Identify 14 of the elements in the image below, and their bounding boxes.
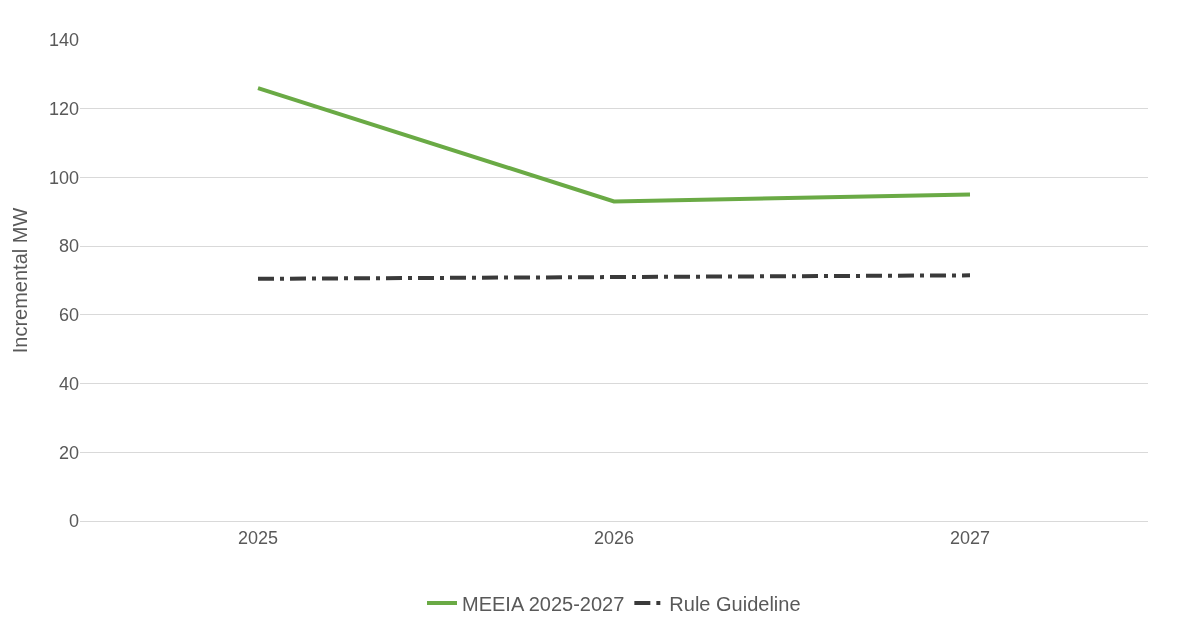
y-tick-label: 100 (48, 167, 79, 188)
x-tick-label: 2027 (949, 527, 991, 548)
y-tick-label: 140 (48, 30, 79, 51)
y-tick-label: 20 (58, 442, 79, 463)
y-tick-label: 40 (58, 373, 79, 394)
x-tick-label: 2026 (593, 527, 635, 548)
y-tick-label: 80 (58, 236, 79, 257)
legend-label: MEEIA 2025-2027 (462, 592, 625, 615)
y-axis-title: Incremental MW (9, 207, 32, 354)
legend-label: Rule Guideline (669, 592, 801, 615)
y-tick-label: 0 (68, 511, 79, 532)
x-tick-label: 2025 (237, 527, 279, 548)
y-tick-label: 60 (58, 305, 79, 326)
y-tick-label: 120 (48, 99, 79, 120)
